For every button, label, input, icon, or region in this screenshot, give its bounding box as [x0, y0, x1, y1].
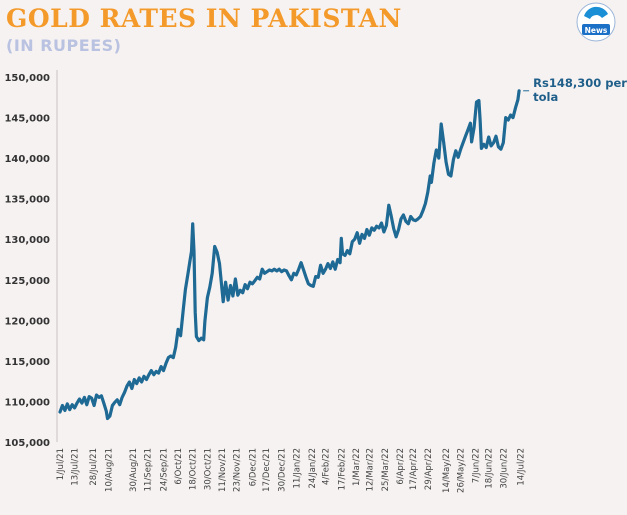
x-tick-label: 11/Sep/21 [144, 448, 154, 491]
x-tick-label: 17/Feb/22 [337, 448, 347, 490]
series-line [58, 89, 521, 421]
logo-text: News [585, 26, 608, 35]
annotation-line-2: tola [533, 90, 558, 104]
y-tick-label: 135,000 [4, 195, 50, 206]
chart-title: GOLD RATES IN PAKISTAN [6, 4, 402, 33]
x-tick-label: 1/Jul/21 [56, 448, 66, 480]
x-tick-label: 6/Apr/22 [396, 448, 406, 485]
x-tick-label: 26/May/22 [457, 448, 467, 493]
x-tick-label: 30/Dec/21 [278, 448, 288, 492]
x-tick-label: 14/May/22 [442, 448, 452, 493]
y-tick-label: 150,000 [4, 73, 50, 84]
y-tick-label: 115,000 [4, 357, 50, 368]
x-tick-label: 28/Jul/21 [89, 448, 99, 486]
x-axis-ticks: 1/Jul/21 13/Jul/21 28/Jul/21 10/Aug/21 30/Au… [56, 448, 526, 493]
x-tick-label: 12/Mar/22 [365, 448, 375, 491]
x-tick-label: 13/Jul/21 [71, 448, 81, 486]
x-tick-label: 30/Aug/21 [129, 448, 139, 492]
x-tick-label: 4/Feb/22 [321, 448, 331, 485]
x-tick-label: 23/Nov/21 [233, 448, 243, 492]
x-tick-label: 6/Oct/21 [174, 448, 184, 485]
x-tick-label: 24/Sep/21 [160, 448, 170, 491]
y-axis-ticks: 105,000 110,000 115,000 120,000 125,000 130,0… [4, 73, 50, 449]
x-tick-label: 24/Jan/22 [308, 448, 318, 488]
x-tick-label: 25/Mar/22 [381, 448, 391, 491]
x-tick-label: 7/Jun/22 [471, 448, 481, 483]
x-tick-label: 11/Nov/21 [218, 448, 228, 492]
y-tick-label: 130,000 [4, 235, 50, 246]
x-tick-label: 18/Jun/22 [485, 448, 495, 489]
y-tick-label: 105,000 [4, 438, 50, 449]
x-tick-label: 6/Dec/21 [248, 448, 258, 486]
y-tick-label: 140,000 [4, 154, 50, 165]
y-tick-label: 125,000 [4, 276, 50, 287]
x-tick-label: 17/Dec/21 [262, 448, 272, 492]
annotation-line-1: Rs148,300 per [533, 76, 627, 90]
chart-subtitle: (IN RUPEES) [6, 36, 122, 55]
y-tick-label: 120,000 [4, 316, 50, 327]
x-tick-label: 30/Oct/21 [203, 448, 213, 490]
x-tick-label: 1/Mar/22 [352, 448, 362, 486]
x-tick-label: 17/Apr/22 [409, 448, 419, 490]
x-tick-label: 10/Aug/21 [105, 448, 115, 492]
x-tick-label: 30/Jun/22 [499, 448, 509, 489]
y-tick-label: 145,000 [4, 114, 50, 125]
y-tick-label: 110,000 [4, 397, 50, 408]
geo-news-logo: News [576, 2, 616, 42]
x-tick-label: 18/Oct/21 [189, 448, 199, 490]
x-tick-label: 14/Jul/22 [516, 448, 526, 486]
x-tick-label: 29/Apr/22 [424, 448, 434, 490]
x-tick-label: 11/Jan/22 [292, 448, 302, 488]
